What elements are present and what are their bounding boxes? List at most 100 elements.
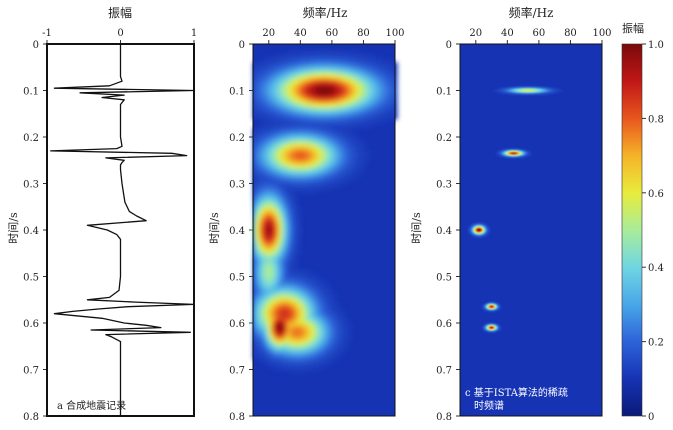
heatmap-cell [500,150,502,152]
heatmap-cell [304,296,308,300]
heatmap-cell [319,77,323,81]
heatmap-cell [494,328,496,330]
heatmap-cell [268,314,272,318]
heatmap-cell [277,314,281,318]
heatmap-cell [340,98,344,102]
heatmap-cell [304,173,308,177]
heatmap-cell [524,90,526,92]
heatmap-cell [295,170,299,174]
heatmap-cell [280,314,284,318]
heatmap-cell [292,227,296,231]
heatmap-cell [280,326,284,330]
heatmap-cell [283,197,287,201]
heatmap-cell [274,275,278,279]
heatmap-cell [492,328,494,330]
heatmap-cell [286,230,290,234]
heatmap-cell [283,254,287,258]
heatmap-cell [526,92,528,94]
heatmap-cell [325,164,329,168]
heatmap-cell [319,344,323,348]
heatmap-cell [313,119,317,123]
heatmap-cell [500,156,502,158]
heatmap-cell [283,206,287,210]
heatmap-cell [277,344,281,348]
heatmap-cell [349,80,353,84]
heatmap-cell [325,122,329,126]
heatmap-cell [313,83,317,87]
heatmap-cell [343,92,347,96]
heatmap-cell [349,323,353,327]
heatmap-cell [307,305,311,309]
heatmap-cell [537,89,539,91]
heatmap-cell [355,116,359,120]
heatmap-cell [493,324,495,326]
heatmap-cell [340,101,344,105]
heatmap-cell [494,308,496,310]
heatmap-cell [537,87,539,89]
heatmap-cell [490,323,492,325]
heatmap-cell [340,320,344,324]
heatmap-cell [496,88,498,90]
heatmap-cell [322,359,326,363]
heatmap-cell [485,310,487,312]
heatmap-cell [485,229,487,231]
heatmap-cell [277,137,281,141]
heatmap-cell [544,88,546,90]
y-tick-label: 0.1 [436,87,452,98]
heatmap-cell [485,306,487,308]
heatmap-cell [331,95,335,99]
heatmap-cell [322,56,326,60]
panel-c-plot-area [467,85,564,334]
heatmap-cell [310,338,314,342]
heatmap-cell [507,91,509,93]
heatmap-cell [304,191,308,195]
heatmap-cell [504,89,506,91]
heatmap-cell [253,107,257,111]
heatmap-cell [271,263,275,267]
heatmap-cell [475,227,477,229]
heatmap-cell [469,234,471,236]
heatmap-cell [530,153,532,155]
heatmap-cell [343,158,347,162]
heatmap-cell [310,341,314,345]
heatmap-cell [283,161,287,165]
heatmap-cell [497,309,499,311]
heatmap-cell [545,87,547,89]
heatmap-cell [361,119,365,123]
heatmap-cell [319,86,323,90]
heatmap-cell [379,119,383,123]
heatmap-cell [256,107,260,111]
heatmap-cell [307,338,311,342]
heatmap-cell [298,329,302,333]
heatmap-cell [271,155,275,159]
heatmap-cell [337,347,341,351]
heatmap-cell [259,287,263,291]
heatmap-cell [498,310,500,312]
heatmap-cell [274,233,278,237]
heatmap-cell [471,234,473,236]
heatmap-cell [529,93,531,95]
heatmap-cell [316,368,320,372]
heatmap-cell [253,320,257,324]
heatmap-cell [337,155,341,159]
x-tick-label: -1 [42,28,52,39]
heatmap-cell [497,310,499,312]
heatmap-cell [488,228,490,230]
heatmap-cell [286,332,290,336]
heatmap-cell [358,155,362,159]
heatmap-cell [510,91,512,93]
heatmap-cell [551,91,553,93]
heatmap-cell [528,92,530,94]
heatmap-cell [361,125,365,129]
heatmap-cell [283,152,287,156]
heatmap-cell [391,83,395,87]
heatmap-cell [379,92,383,96]
heatmap-cell [473,227,475,229]
heatmap-cell [337,335,341,339]
heatmap-cell [501,305,503,307]
heatmap-cell [319,59,323,63]
heatmap-cell [493,302,495,304]
heatmap-cell [481,224,483,226]
heatmap-cell [289,230,293,234]
heatmap-cell [304,314,308,318]
